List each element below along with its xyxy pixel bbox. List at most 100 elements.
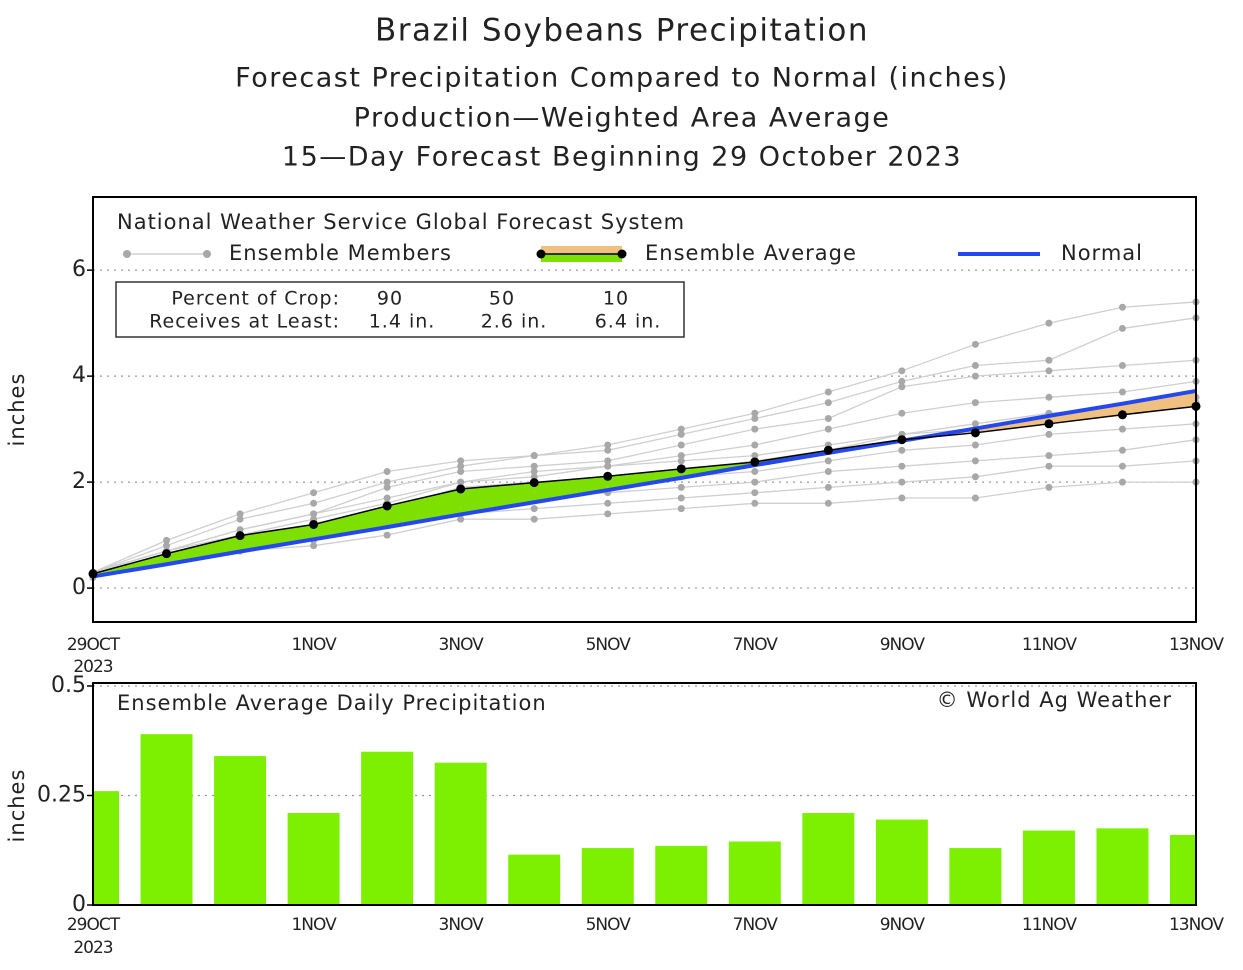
difference-fill <box>313 505 388 540</box>
member-point <box>751 499 759 507</box>
member-point <box>383 468 391 476</box>
bar <box>214 756 267 905</box>
member-point <box>530 515 538 523</box>
bar <box>361 751 414 905</box>
member-point <box>824 499 832 507</box>
member-point <box>677 505 685 513</box>
x-tick-label: 13NOV <box>1169 635 1224 655</box>
member-point <box>677 457 685 465</box>
member-point <box>898 383 906 391</box>
member-point <box>1045 430 1053 438</box>
legend-source: National Weather Service Global Forecast… <box>117 210 685 234</box>
member-point <box>898 409 906 417</box>
member-point <box>310 499 318 507</box>
average-point <box>750 457 760 467</box>
crop-table-cell: 10 <box>603 288 629 310</box>
bar <box>949 848 1002 905</box>
member-point <box>1118 324 1126 332</box>
y-tick-label: 4 <box>72 363 86 388</box>
chart-subtitle: 15—Day Forecast Beginning 29 October 202… <box>282 142 962 173</box>
member-point <box>310 510 318 518</box>
average-point <box>676 464 686 474</box>
bar <box>655 845 708 905</box>
average-point <box>309 519 319 529</box>
bar <box>287 813 340 905</box>
x-tick-label: 1NOV <box>291 635 337 655</box>
member-point <box>1045 393 1053 401</box>
member-point <box>898 367 906 375</box>
member-point <box>824 483 832 491</box>
member-point <box>677 441 685 449</box>
average-point <box>603 471 613 481</box>
x-tick-label: 5NOV <box>586 635 632 655</box>
average-line <box>92 405 1197 575</box>
member-point <box>530 452 538 460</box>
x-tick-sublabel: 2023 <box>73 657 112 677</box>
member-point <box>1118 303 1126 311</box>
average-point <box>970 428 980 438</box>
member-point <box>457 478 465 486</box>
member-point <box>383 478 391 486</box>
y-tick-label: 0.5 <box>51 673 86 698</box>
member-point <box>604 457 612 465</box>
x-tick-label: 9NOV <box>880 635 926 655</box>
chart-title: Brazil Soybeans Precipitation <box>375 13 869 49</box>
member-point <box>604 510 612 518</box>
member-point <box>971 494 979 502</box>
member-point <box>163 542 171 550</box>
member-point <box>457 515 465 523</box>
member-point <box>898 462 906 470</box>
chart-subtitle: Production—Weighted Area Average <box>354 103 891 134</box>
member-point <box>604 446 612 454</box>
average-point <box>897 435 907 445</box>
bars <box>93 734 1196 905</box>
legend-swatch <box>541 246 622 254</box>
member-line <box>92 396 1197 573</box>
member-point <box>1045 356 1053 364</box>
difference-fill <box>460 482 535 515</box>
panel-annotation: Ensemble Average Daily Precipitation <box>117 691 547 715</box>
member-point <box>310 542 318 550</box>
y-tick-label: 0 <box>72 575 86 600</box>
member-point <box>383 531 391 539</box>
member-point <box>824 415 832 423</box>
legend-swatch <box>617 249 627 259</box>
member-point <box>824 399 832 407</box>
member-point <box>310 489 318 497</box>
member-line <box>92 317 1197 573</box>
member-point <box>898 446 906 454</box>
average-point <box>1044 419 1054 429</box>
member-line <box>92 481 1196 579</box>
member-point <box>383 483 391 491</box>
member-point <box>751 468 759 476</box>
member-point <box>1118 425 1126 433</box>
crop-table-cell: 2.6 in. <box>481 311 548 333</box>
member-point <box>677 452 685 460</box>
legend-swatch <box>203 250 211 258</box>
member-point <box>1045 462 1053 470</box>
legend-label: Ensemble Average <box>645 241 857 265</box>
member-point <box>898 478 906 486</box>
member-point <box>751 452 759 460</box>
member-point <box>1118 388 1126 396</box>
member-point <box>751 489 759 497</box>
member-point <box>751 441 759 449</box>
y-tick-label: 0 <box>72 892 86 917</box>
member-point <box>1118 478 1126 486</box>
average-point <box>823 445 833 455</box>
difference-fill <box>166 535 241 565</box>
member-point <box>1045 452 1053 460</box>
member-point <box>971 441 979 449</box>
average-point <box>529 478 539 488</box>
member-point <box>604 499 612 507</box>
bar <box>140 734 193 905</box>
x-tick-sublabel: 2023 <box>73 938 112 958</box>
average-point <box>162 549 172 559</box>
member-point <box>971 457 979 465</box>
x-tick-label: 7NOV <box>733 915 779 935</box>
x-tick-label: 9NOV <box>880 915 926 935</box>
member-line <box>92 301 1197 573</box>
member-point <box>751 478 759 486</box>
bar <box>1170 834 1196 905</box>
member-point <box>383 494 391 502</box>
